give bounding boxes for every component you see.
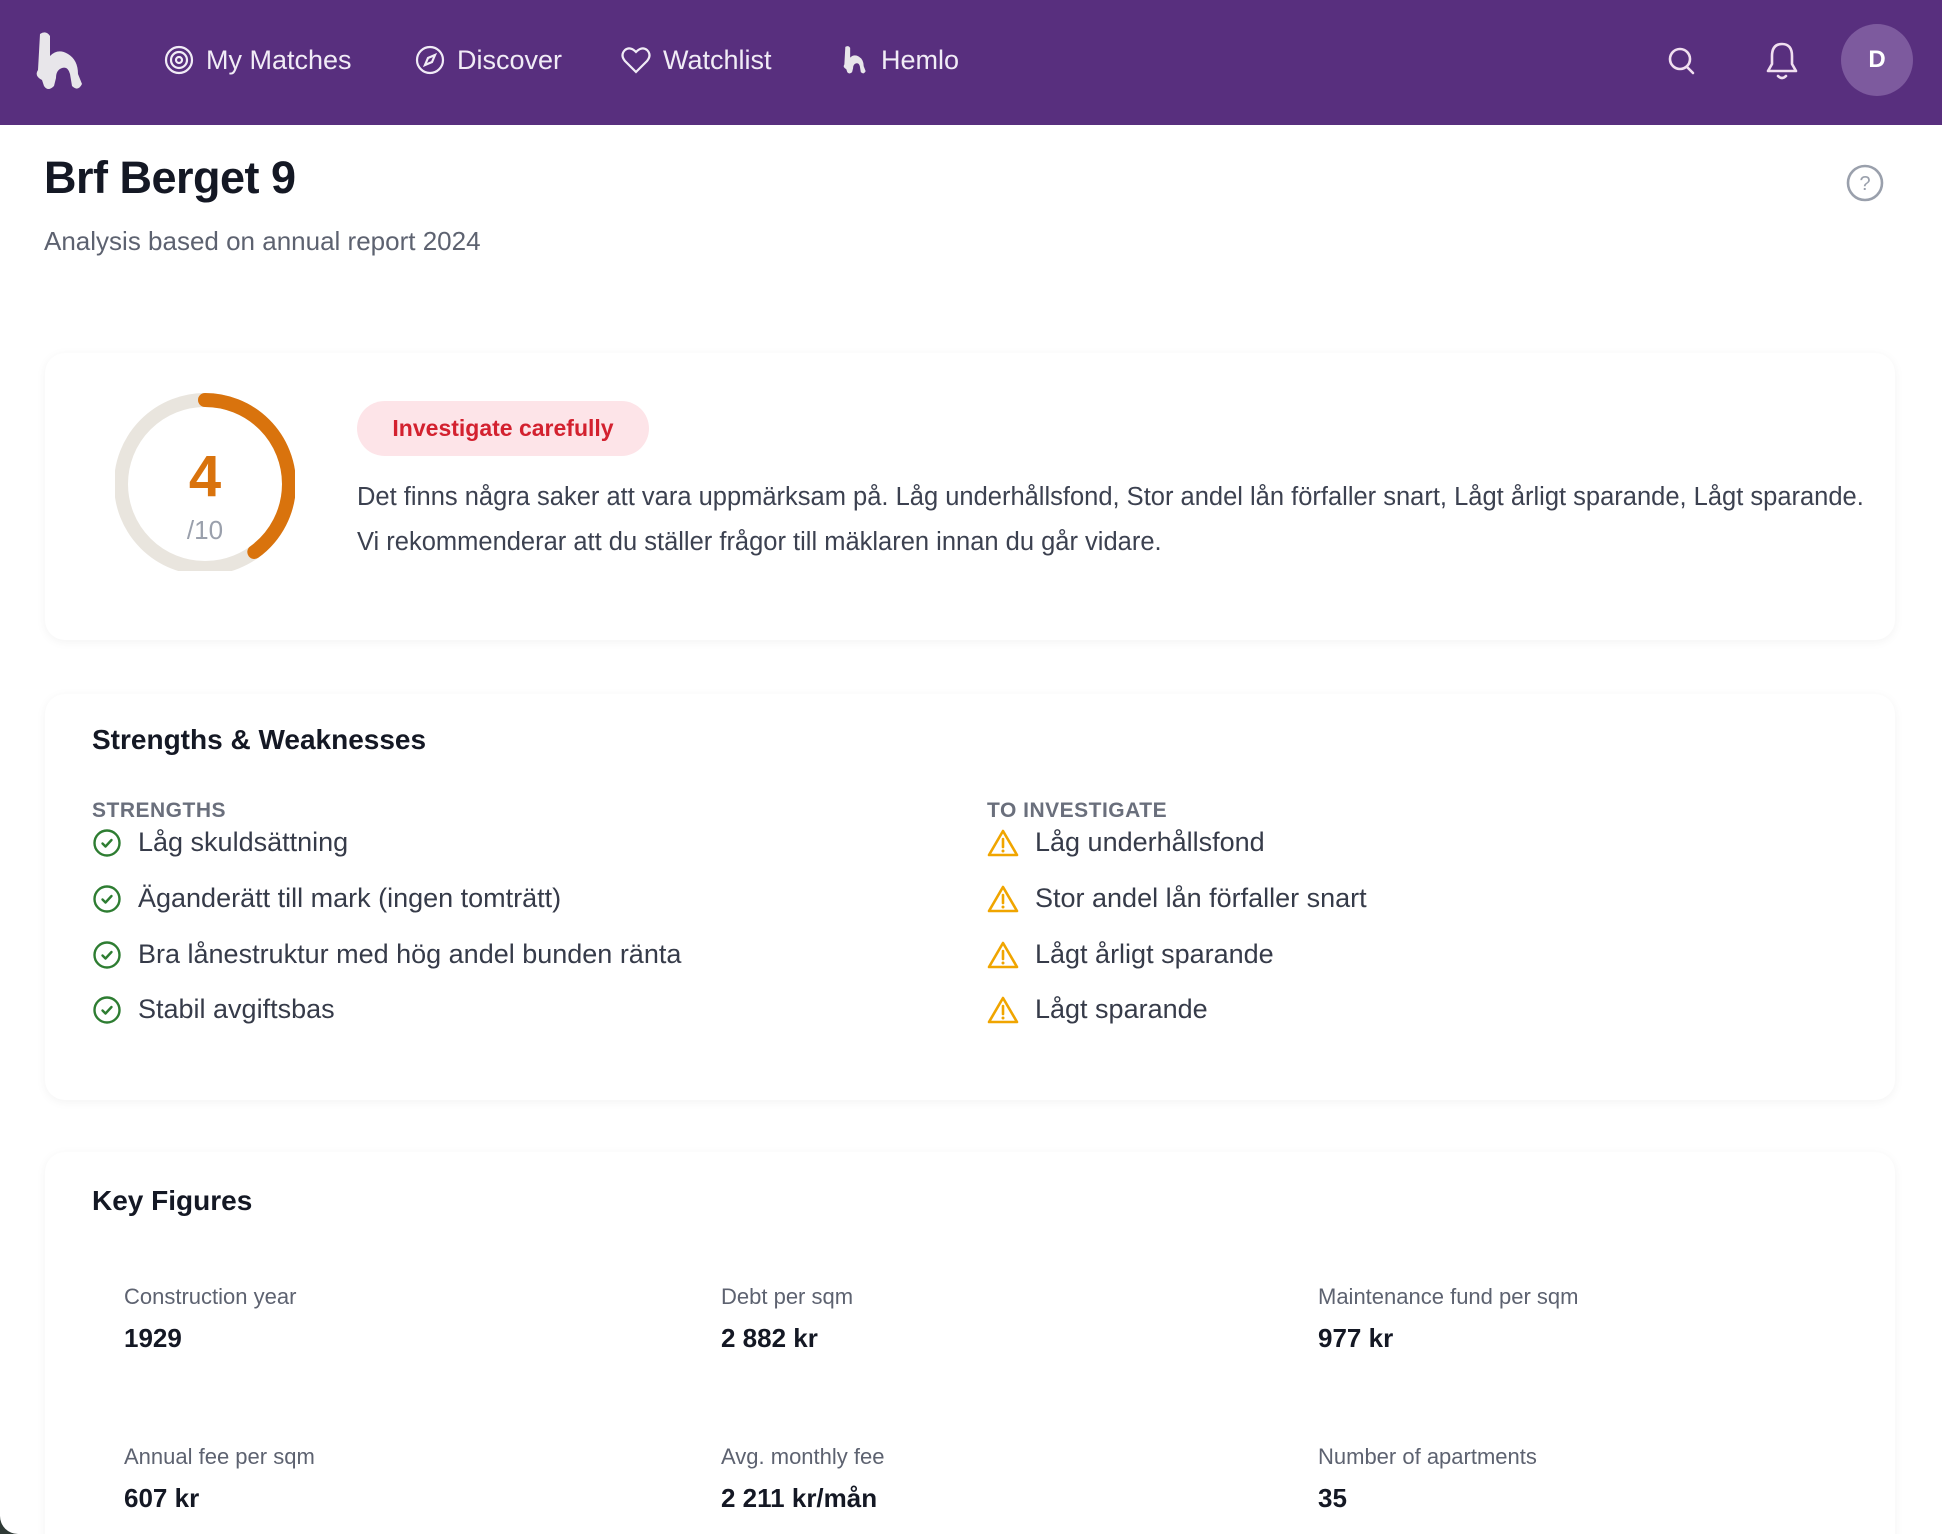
section-title: Strengths & Weaknesses	[92, 724, 427, 755]
nav-label: My Matches	[206, 44, 352, 75]
key-figure-label: Avg. monthly fee	[721, 1444, 885, 1469]
score-gauge: 4 /10	[115, 393, 295, 571]
nav-label: Watchlist	[663, 44, 772, 75]
strength-text: Bra lånestruktur med hög andel bunden rä…	[138, 939, 682, 969]
hemlo-logo-icon	[843, 46, 866, 74]
key-figure-label: Number of apartments	[1318, 1444, 1537, 1469]
investigate-item: Lågt årligt sparande	[987, 939, 1274, 970]
nav-label: Discover	[457, 44, 563, 75]
investigate-item: Stor andel lån förfaller snart	[987, 883, 1367, 914]
warning-icon	[987, 885, 1019, 912]
score-summary: Det finns några saker att vara uppmärksa…	[357, 483, 1864, 556]
key-figure-value: 2 882 kr	[721, 1323, 818, 1353]
investigate-item: Låg underhållsfond	[987, 827, 1265, 858]
strength-item: Låg skuldsättning	[92, 827, 348, 858]
warning-icon	[987, 829, 1019, 856]
strength-text: Låg skuldsättning	[138, 827, 349, 857]
strengths-weaknesses-card: Strengths & Weaknesses STRENGTHS TO INVE…	[45, 694, 1895, 1100]
gauge-arc	[115, 393, 295, 571]
top-navigation: My Matches Discover Watchlist Hemlo D	[0, 0, 1942, 125]
key-figure-value: 35	[1318, 1483, 1347, 1513]
strength-item: Stabil avgiftsbas	[92, 994, 335, 1025]
help-icon[interactable]: ?	[1846, 164, 1884, 202]
nav-discover[interactable]: Discover	[415, 40, 562, 80]
user-avatar[interactable]: D	[1841, 24, 1913, 96]
nav-my-matches[interactable]: My Matches	[164, 40, 352, 80]
heart-icon	[621, 47, 651, 74]
investigate-heading: TO INVESTIGATE	[987, 799, 1168, 822]
investigate-item: Lågt sparande	[987, 994, 1208, 1025]
key-figure-label: Maintenance fund per sqm	[1318, 1284, 1579, 1309]
key-figure-label: Construction year	[124, 1284, 297, 1309]
strength-item: Äganderätt till mark (ingen tomträtt)	[92, 883, 561, 914]
investigate-text: Lågt sparande	[1035, 994, 1208, 1024]
strength-text: Äganderätt till mark (ingen tomträtt)	[138, 883, 562, 913]
check-circle-icon	[93, 995, 121, 1024]
check-circle-icon	[93, 828, 121, 857]
strengths-heading: STRENGTHS	[92, 799, 227, 822]
investigate-text: Låg underhållsfond	[1035, 827, 1265, 857]
key-figures-card: Key Figures Construction year 1929 Debt pe…	[45, 1152, 1895, 1534]
strength-text: Stabil avgiftsbas	[138, 994, 335, 1024]
section-title: Key Figures	[92, 1185, 253, 1216]
avatar-initial: D	[1868, 46, 1886, 73]
status-badge: Investigate carefully	[357, 401, 649, 456]
svg-text:?: ?	[1859, 173, 1870, 195]
page-title: Brf Berget 9	[44, 152, 296, 203]
nav-watchlist[interactable]: Watchlist	[621, 40, 772, 80]
strength-item: Bra lånestruktur med hög andel bunden rä…	[92, 939, 681, 970]
score-value: 4	[189, 444, 221, 509]
score-max: /10	[187, 515, 223, 545]
nav-label: Hemlo	[881, 44, 960, 75]
investigate-text: Stor andel lån förfaller snart	[1035, 883, 1367, 913]
search-icon[interactable]	[1666, 44, 1698, 78]
key-figure-label: Annual fee per sqm	[124, 1444, 315, 1469]
nav-hemlo[interactable]: Hemlo	[841, 40, 959, 80]
compass-icon	[415, 45, 445, 75]
key-figure-value: 607 kr	[124, 1483, 200, 1513]
warning-icon	[987, 941, 1019, 968]
key-figure-value: 1929	[124, 1323, 182, 1353]
check-circle-icon	[93, 940, 121, 969]
key-figure-value: 2 211 kr/mån	[721, 1483, 878, 1513]
warning-icon	[987, 996, 1019, 1023]
check-circle-icon	[93, 884, 121, 913]
hemlo-logo[interactable]	[32, 30, 88, 92]
page-subtitle: Analysis based on annual report 2024	[44, 226, 481, 256]
investigate-text: Lågt årligt sparande	[1035, 939, 1274, 969]
key-figure-value: 977 kr	[1318, 1323, 1394, 1353]
bell-icon[interactable]	[1764, 40, 1800, 82]
score-card: 4 /10 Investigate carefully Det finns nå…	[45, 353, 1895, 640]
target-icon	[164, 45, 194, 75]
key-figure-label: Debt per sqm	[721, 1284, 854, 1309]
